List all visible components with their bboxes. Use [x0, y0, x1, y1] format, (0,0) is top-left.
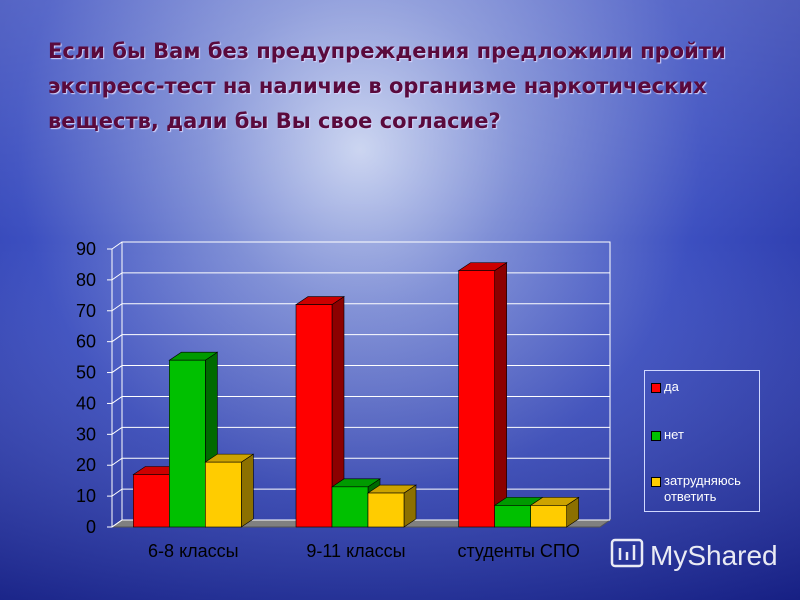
grid-line — [111, 303, 610, 312]
y-tick-label: 40 — [76, 393, 96, 413]
y-tick-label: 50 — [76, 363, 96, 383]
grid-line — [111, 365, 610, 373]
bar — [529, 496, 580, 528]
bar-front — [169, 359, 206, 528]
legend-entry: да — [651, 379, 768, 395]
bar-front — [295, 304, 333, 528]
grid-line — [111, 457, 610, 466]
bar-front — [458, 270, 495, 528]
legend-swatch — [651, 477, 661, 487]
bar-front — [494, 505, 531, 528]
grid-line — [111, 519, 610, 528]
grid-line — [111, 488, 610, 497]
grid-line — [111, 272, 610, 281]
legend-swatch — [651, 431, 661, 441]
x-tick-label: 6-8 классы — [148, 541, 239, 561]
bar — [457, 262, 508, 528]
y-tick-label: 20 — [76, 455, 96, 475]
grid-line — [111, 426, 610, 435]
legend-label: нет — [664, 427, 684, 442]
bar-front — [331, 486, 369, 528]
watermark: MyShared — [650, 540, 778, 571]
legend-entry: нет — [651, 427, 768, 443]
title: Если бы Вам без предупреждения предложил… — [48, 39, 726, 133]
bar-side — [241, 453, 254, 528]
bar-side — [494, 262, 507, 528]
legend-label: да — [664, 379, 679, 394]
bar-front — [133, 474, 170, 528]
watermark-logo — [610, 538, 644, 568]
bar — [204, 453, 255, 528]
x-tick-label: 9-11 классы — [306, 541, 405, 561]
x-tick-label: студенты СПО — [457, 541, 579, 561]
grid-line — [111, 334, 610, 343]
bar — [367, 484, 417, 528]
y-tick-label: 60 — [76, 332, 96, 352]
bar — [295, 296, 345, 528]
legend: да нет затрудняюсь ответить — [644, 370, 760, 512]
legend-swatch — [651, 383, 661, 393]
y-tick-label: 10 — [76, 486, 96, 506]
grid-line — [111, 395, 610, 404]
legend-entry: затрудняюсь ответить — [651, 473, 768, 505]
y-tick-label: 90 — [76, 239, 96, 259]
bar-front — [205, 461, 242, 528]
y-tick-label: 80 — [76, 270, 96, 290]
bar-front — [367, 492, 405, 528]
y-tick-label: 70 — [76, 301, 96, 321]
legend-label: затрудняюсь ответить — [664, 473, 741, 504]
y-tick-label: 0 — [86, 517, 96, 537]
grid-line — [111, 241, 610, 250]
y-tick-label: 30 — [76, 424, 96, 444]
bar-front — [530, 505, 567, 528]
